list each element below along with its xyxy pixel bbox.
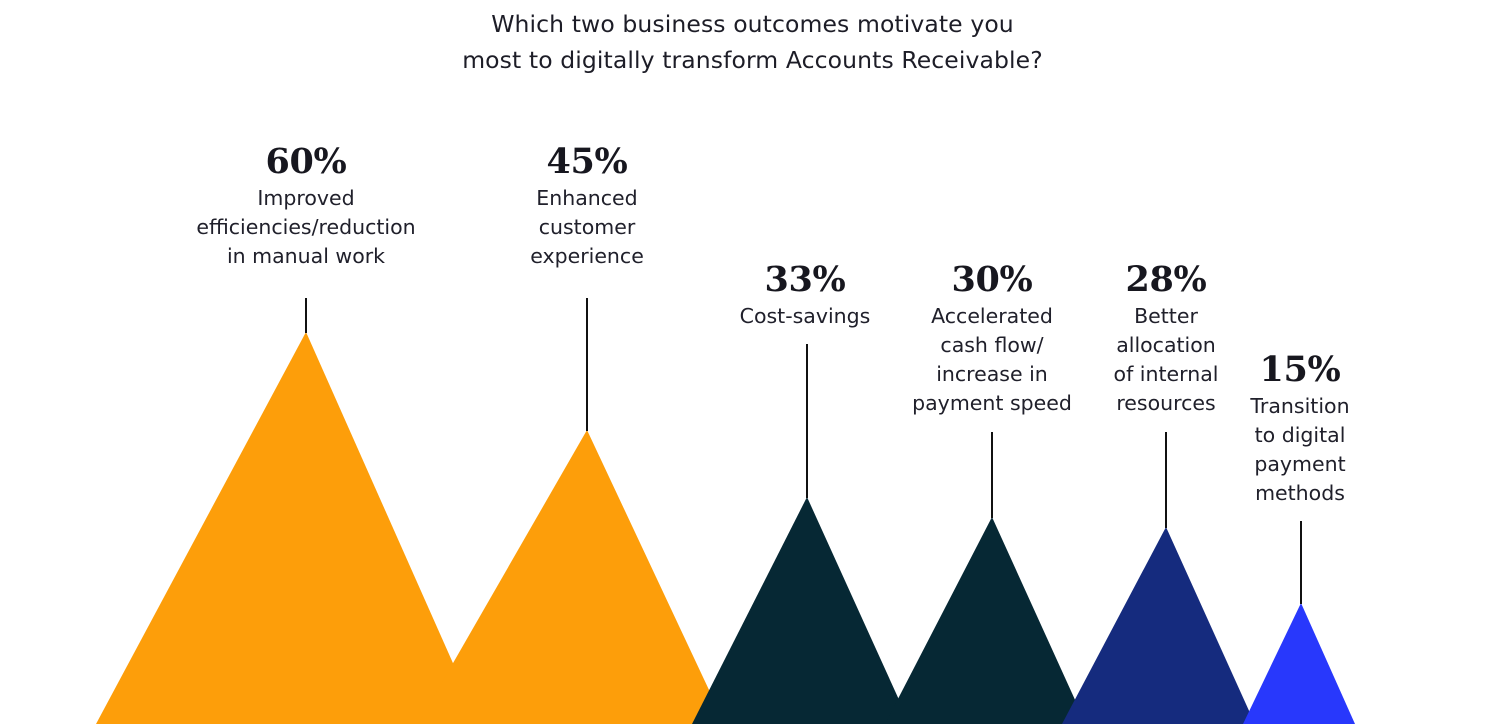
data-label-3: 30% Accelerated cash flow/ increase in p… (886, 260, 1098, 418)
data-label-1: 45% Enhanced customer experience (487, 142, 687, 271)
value-label-3: 30% (951, 259, 1033, 300)
triangle-bar-0 (96, 332, 480, 724)
category-label-3: Accelerated cash flow/ increase in payme… (912, 304, 1072, 415)
category-label-2: Cost-savings (739, 304, 871, 328)
category-label-1: Enhanced customer experience (530, 186, 644, 268)
value-label-1: 45% (546, 141, 628, 182)
triangle-bar-4 (1062, 527, 1255, 724)
data-label-2: 33% Cost-savings (707, 260, 903, 331)
category-label-5: Transition to digital payment methods (1250, 394, 1350, 505)
value-label-5: 15% (1259, 349, 1341, 390)
category-label-0: Improved efficiencies/reduction in manua… (196, 186, 416, 268)
data-label-5: 15% Transition to digital payment method… (1232, 350, 1368, 508)
value-label-2: 33% (764, 259, 846, 300)
chart-title: Which two business outcomes motivate you… (462, 10, 1043, 74)
triangle-bar-3 (885, 517, 1086, 724)
triangle-bar-2 (692, 497, 910, 724)
triangle-bar-1 (418, 430, 725, 724)
value-label-0: 60% (265, 141, 347, 182)
value-label-4: 28% (1125, 259, 1207, 300)
category-label-4: Better allocation of internal resources (1113, 304, 1219, 415)
data-label-0: 60% Improved efficiencies/reduction in m… (146, 142, 466, 271)
data-label-4: 28% Better allocation of internal resour… (1092, 260, 1240, 418)
triangle-bar-5 (1243, 603, 1355, 724)
